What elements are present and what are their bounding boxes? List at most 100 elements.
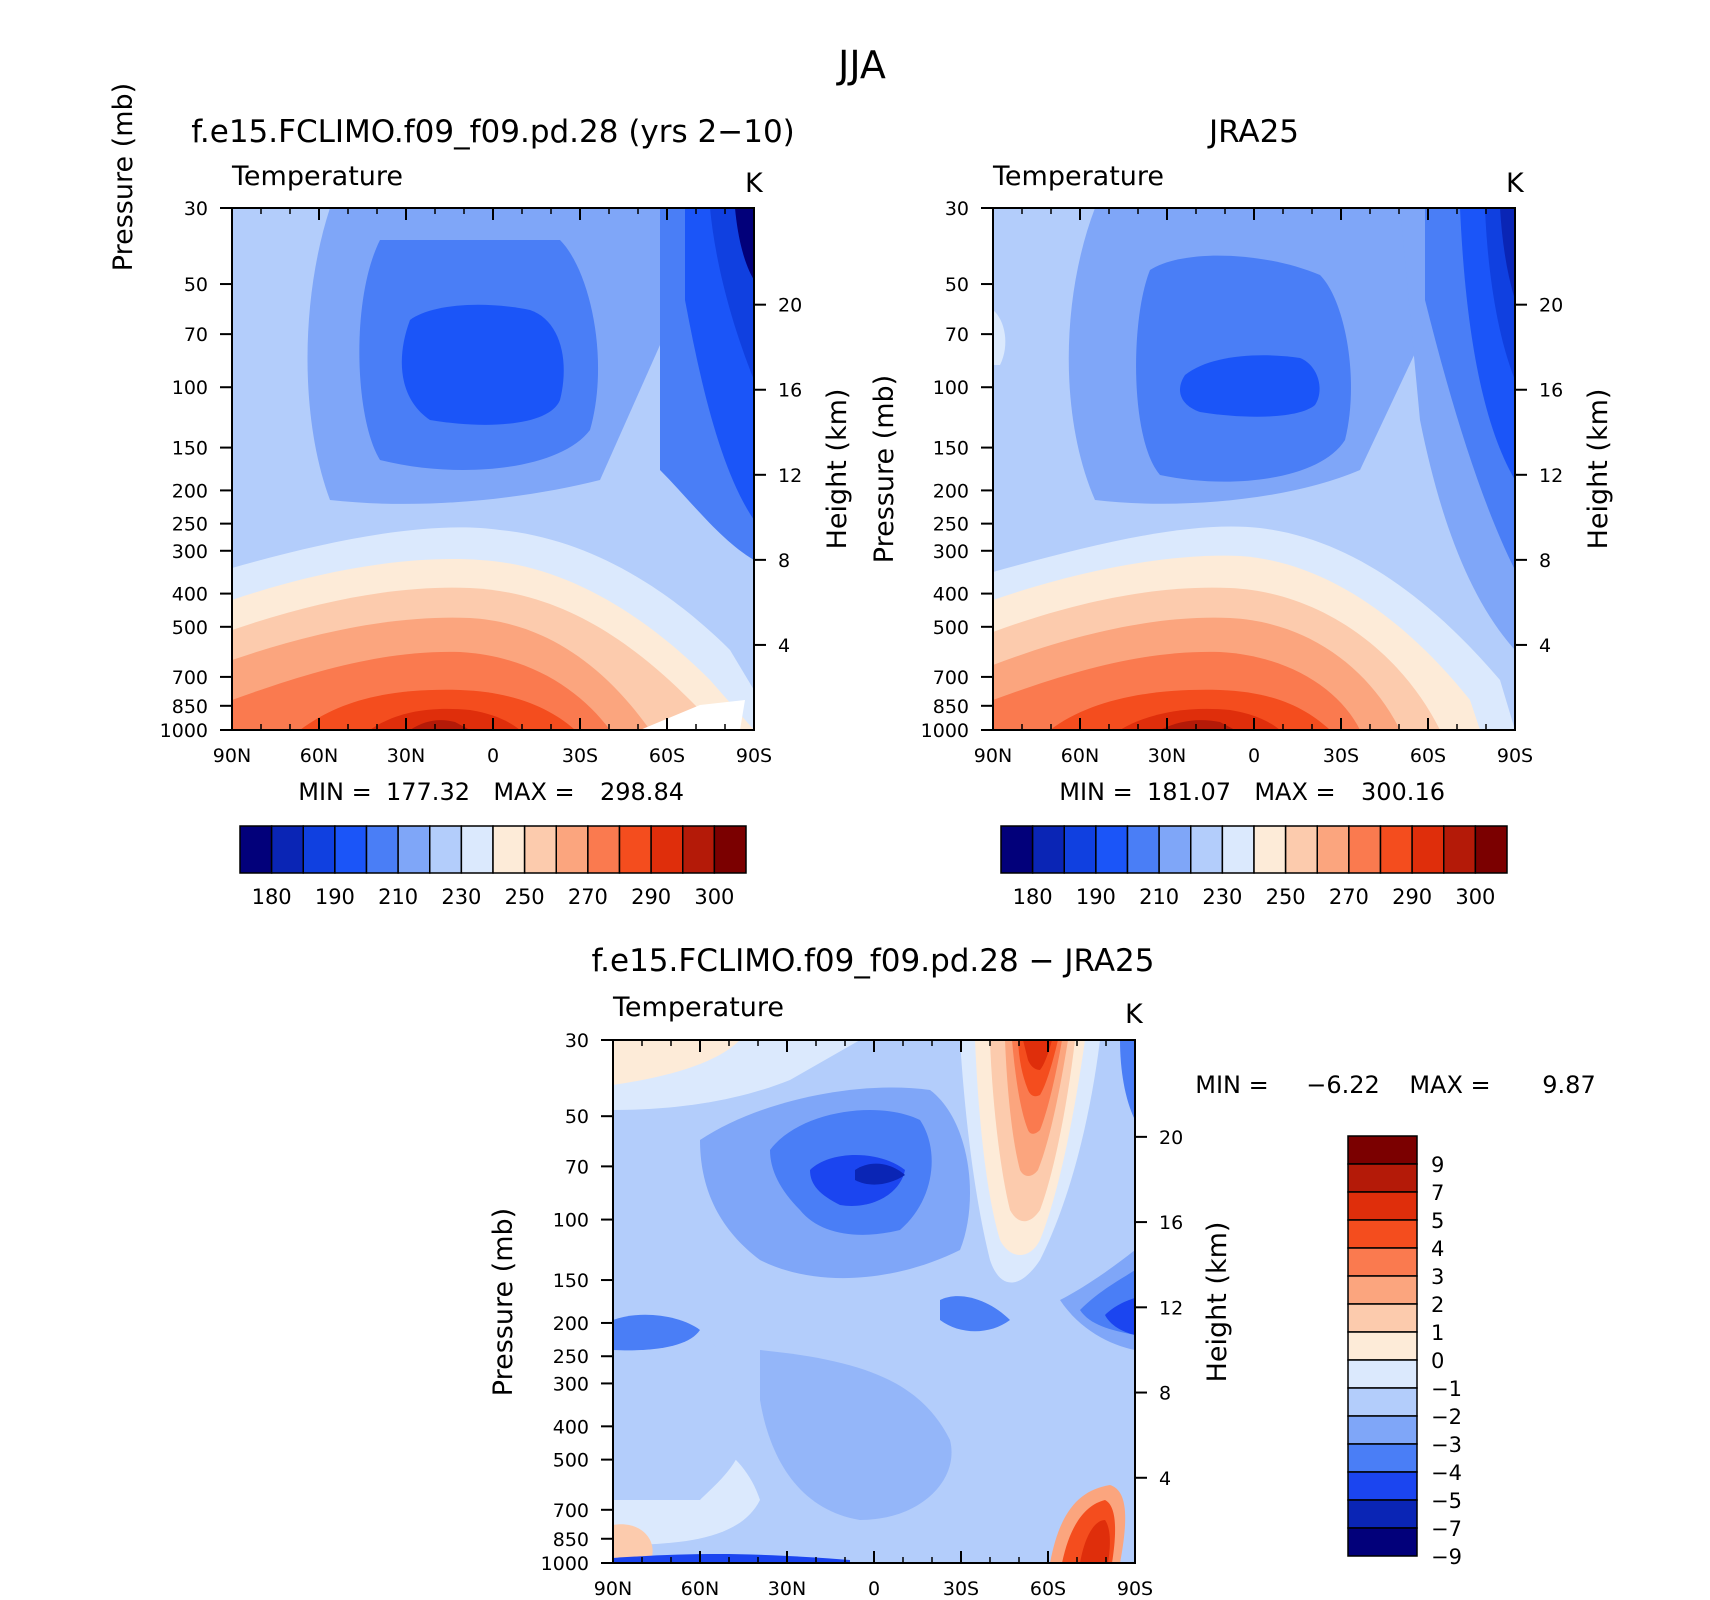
colorbar-label: 190	[315, 885, 355, 909]
colorbar-swatch	[650, 825, 684, 874]
colorbar-swatch	[1000, 825, 1034, 874]
y-tick-label: 500	[553, 1450, 589, 1472]
colorbar-swatch	[1221, 825, 1255, 874]
colorbar-label: 180	[252, 885, 292, 909]
colorbar-swatch	[1347, 1387, 1418, 1417]
x-tick-label: 60S	[649, 745, 685, 767]
panel-model: f.e15.FCLIMO.f09_f09.pd.28 (yrs 2−10) Te…	[108, 83, 853, 909]
colorbar-label: −9	[1431, 1545, 1462, 1569]
min-value: −6.22	[1306, 1071, 1380, 1099]
colorbar-swatch	[460, 825, 494, 874]
x-tick-label: 90S	[1497, 745, 1533, 767]
colorbar-swatch	[1031, 825, 1065, 874]
colorbar-label: 250	[505, 885, 545, 909]
colorbar-label: 0	[1431, 1349, 1444, 1373]
colorbar-swatch	[302, 825, 336, 874]
x-tick-label: 90S	[1117, 1578, 1153, 1600]
colorbar: 9 7 5 4 3 2 1 0 −1 −2 −3 −4 −5 −7 −9	[1347, 1135, 1462, 1569]
x-tick-label: 90S	[736, 745, 772, 767]
colorbar-swatch	[1443, 825, 1477, 874]
y2-tick-label: 12	[1539, 465, 1563, 487]
y-tick-label: 400	[553, 1416, 589, 1438]
y-tick-label: 850	[933, 696, 969, 718]
colorbar-swatch	[1347, 1499, 1418, 1529]
colorbar-swatch	[1284, 825, 1318, 874]
colorbar-label: −2	[1431, 1405, 1462, 1429]
y-tick-label: 700	[172, 667, 208, 689]
colorbar-label: 290	[1392, 885, 1432, 909]
colorbar-label: 300	[694, 885, 734, 909]
colorbar-swatch	[1063, 825, 1097, 874]
y-tick-label: 70	[184, 324, 208, 346]
y-tick-label: 1000	[921, 720, 969, 742]
colorbar-swatch	[1347, 1527, 1418, 1557]
x-tick-label: 90N	[213, 745, 251, 767]
y-axis-label: Pressure (mb)	[869, 375, 900, 563]
x-tick-label: 90N	[974, 745, 1012, 767]
colorbar-swatch	[334, 825, 368, 874]
colorbar-swatch	[1411, 825, 1445, 874]
y2-tick-label: 20	[1159, 1127, 1183, 1149]
colorbar-swatch	[682, 825, 716, 874]
y-tick-label: 150	[553, 1270, 589, 1292]
colorbar-swatch	[523, 825, 557, 874]
colorbar-label: 230	[441, 885, 481, 909]
colorbar-swatch	[1316, 825, 1350, 874]
y-tick-label: 300	[172, 541, 208, 563]
colorbar-swatch	[397, 825, 431, 874]
colorbar-swatch	[239, 825, 273, 874]
y-tick-label: 30	[945, 198, 969, 220]
colorbar-label: 9	[1431, 1153, 1444, 1177]
x-tick-label: 60S	[1410, 745, 1446, 767]
colorbar-swatch	[1347, 1303, 1418, 1333]
y2-tick-label: 8	[1539, 550, 1551, 572]
colorbar-swatch	[365, 825, 399, 874]
y-tick-label: 100	[933, 377, 969, 399]
y-tick-label: 250	[553, 1346, 589, 1368]
panel-title: JRA25	[1207, 114, 1299, 150]
colorbar-swatch	[1347, 1219, 1418, 1249]
x-tick-label: 90N	[594, 1578, 632, 1600]
colorbar-swatch	[492, 825, 526, 874]
max-label: MAX =	[1409, 1071, 1490, 1099]
colorbar-swatch	[1126, 825, 1160, 874]
colorbar-swatch	[1347, 1331, 1418, 1361]
y2-tick-label: 16	[778, 380, 802, 402]
y-tick-label: 400	[172, 584, 208, 606]
y2-tick-label: 12	[1159, 1297, 1183, 1319]
colorbar-label: −1	[1431, 1377, 1462, 1401]
colorbar-swatch	[713, 825, 747, 874]
colorbar-swatch	[1347, 1415, 1418, 1445]
contour-field	[993, 208, 1515, 730]
colorbar-label: −3	[1431, 1433, 1462, 1457]
y-tick-label: 850	[553, 1529, 589, 1551]
y-tick-label: 50	[945, 274, 969, 296]
colorbar-swatch	[1347, 1191, 1418, 1221]
units-label: K	[1506, 168, 1525, 199]
x-tick-label: 30N	[1148, 745, 1186, 767]
x-tick-label: 30S	[562, 745, 598, 767]
colorbar-swatch	[1095, 825, 1129, 874]
y2-tick-label: 8	[778, 550, 790, 572]
contour-field	[613, 1040, 1135, 1563]
y-tick-label: 1000	[541, 1553, 589, 1575]
colorbar-swatch	[1347, 1443, 1418, 1473]
colorbar-swatch	[429, 825, 463, 874]
colorbar-label: 290	[631, 885, 671, 909]
y-tick-label: 30	[565, 1030, 589, 1052]
y-tick-label: 200	[933, 480, 969, 502]
axes: 90N 60N 30N 0 30S 60S 90S 30 50 70 100 150 200 250 300…	[541, 1030, 1184, 1600]
colorbar-swatch	[1253, 825, 1287, 874]
max-value: 298.84	[600, 778, 684, 806]
y-axis-label: Pressure (mb)	[488, 1208, 519, 1396]
colorbar-swatch	[1347, 1247, 1418, 1277]
y2-tick-label: 20	[1539, 295, 1563, 317]
y-tick-label: 300	[933, 541, 969, 563]
left-label: Temperature	[231, 161, 403, 192]
colorbar-swatch	[1347, 1135, 1418, 1165]
y-tick-label: 100	[553, 1210, 589, 1232]
y-tick-label: 850	[172, 696, 208, 718]
y2-tick-label: 4	[1539, 635, 1551, 657]
y-tick-label: 250	[172, 514, 208, 536]
